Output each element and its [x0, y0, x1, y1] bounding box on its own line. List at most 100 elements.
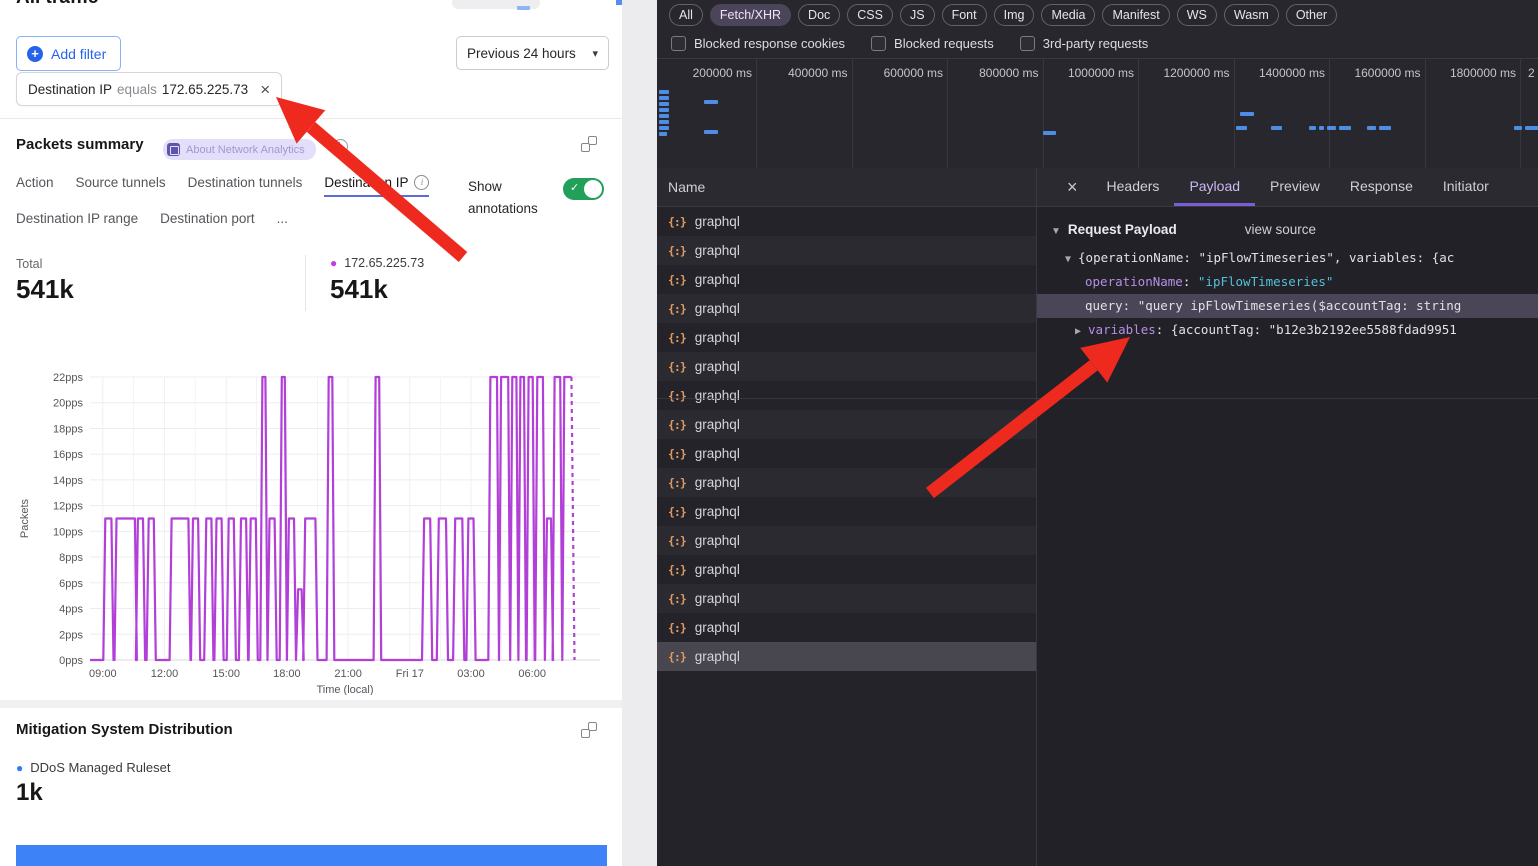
expand-card-icon[interactable] — [581, 722, 597, 738]
filter-chip[interactable]: Destination IP equals 172.65.225.73 × — [16, 72, 283, 106]
filter-pill-other[interactable]: Other — [1285, 3, 1338, 26]
filter-pill-fetch-xhr[interactable]: Fetch/XHR — [709, 3, 792, 26]
request-name: graphql — [694, 243, 740, 258]
payload-view: ▼ Request Payload view source ▼ {operationN… — [1037, 207, 1538, 866]
detail-tab-response[interactable]: Response — [1349, 177, 1413, 194]
network-request-row[interactable]: {:} graphql — [657, 584, 1036, 613]
tab-source-tunnels[interactable]: Source tunnels — [75, 175, 166, 190]
network-request-row[interactable]: {:} graphql — [657, 468, 1036, 497]
add-filter-label: Add filter — [51, 45, 107, 62]
checkbox-blocked-response-cookies[interactable]: Blocked response cookies — [671, 36, 845, 51]
network-request-row[interactable]: {:} graphql — [657, 207, 1036, 236]
payload-query-line[interactable]: query: "query ipFlowTimeseries($accountT… — [1037, 294, 1538, 318]
name-column-header[interactable]: Name — [657, 168, 1036, 207]
fetch-braces-icon: {:} — [668, 243, 687, 258]
fetch-braces-icon: {:} — [668, 446, 687, 461]
packets-timeseries-chart[interactable]: 0pps 2pps 4pps 6pps 8pps 10pps 12pps 14pps 16pps… — [0, 355, 622, 695]
filter-pill-ws[interactable]: WS — [1176, 3, 1217, 26]
waterfall-request-mark — [1240, 112, 1254, 116]
payload-summary-line[interactable]: ▼ {operationName: "ipFlowTimeseries", var… — [1065, 250, 1455, 265]
checkbox-icon[interactable] — [1019, 36, 1035, 51]
network-request-row[interactable]: {:} graphql — [657, 265, 1036, 294]
tab-destination-ip[interactable]: Destination IP i — [324, 175, 430, 197]
network-request-row[interactable]: {:} graphql — [657, 352, 1036, 381]
network-request-row[interactable]: {:} graphql — [657, 642, 1036, 671]
checkbox-blocked-requests[interactable]: Blocked requests — [871, 36, 994, 51]
timeline-tick-label: 1000000 ms — [1067, 66, 1134, 80]
payload-operation-line: operationName: "ipFlowTimeseries" — [1085, 274, 1334, 289]
info-icon[interactable]: i — [414, 175, 430, 190]
filter-pill-css[interactable]: CSS — [847, 3, 893, 26]
triangle-down-icon[interactable]: ▼ — [1051, 226, 1061, 237]
filter-pill-font[interactable]: Font — [941, 3, 987, 26]
tab-destination-tunnels[interactable]: Destination tunnels — [187, 175, 303, 190]
triangle-down-icon[interactable]: ▼ — [1065, 254, 1072, 265]
tab-action[interactable]: Action — [16, 175, 54, 190]
tab-destination-ip-range[interactable]: Destination IP range — [16, 211, 139, 226]
page-title-clipped: All traffic — [16, 0, 98, 9]
tab-destination-port[interactable]: Destination port — [160, 211, 255, 226]
stat-total-value: 541k — [16, 274, 74, 304]
network-request-row[interactable]: {:} graphql — [657, 410, 1036, 439]
request-name: graphql — [694, 272, 740, 287]
waterfall-request-mark — [1271, 126, 1282, 130]
waterfall-request-mark — [659, 126, 669, 130]
detail-tab-initiator[interactable]: Initiator — [1442, 177, 1489, 194]
filter-field: Destination IP — [28, 81, 113, 97]
timeline-gridline — [1138, 58, 1139, 168]
close-detail-icon[interactable]: × — [1067, 176, 1078, 197]
detail-tab-payload[interactable]: Payload — [1174, 168, 1256, 206]
checkbox-icon[interactable] — [671, 36, 686, 51]
waterfall-request-mark — [659, 102, 669, 106]
payload-variables-line[interactable]: ▶ variables: {accountTag: "b12e3b2192ee55… — [1075, 322, 1457, 337]
detail-tab-preview[interactable]: Preview — [1270, 177, 1320, 194]
request-name: graphql — [694, 504, 740, 519]
show-annotations-toggle[interactable]: ✓ — [563, 178, 604, 200]
remove-filter-icon[interactable]: × — [260, 79, 271, 99]
network-request-row[interactable]: {:} graphql — [657, 381, 1036, 410]
filter-pill-wasm[interactable]: Wasm — [1223, 3, 1279, 26]
filter-pill-doc[interactable]: Doc — [798, 3, 841, 26]
about-network-analytics-badge[interactable]: About Network Analytics — [163, 139, 316, 160]
timeline-gridline — [1042, 58, 1044, 168]
fetch-braces-icon: {:} — [668, 620, 687, 635]
triangle-right-icon[interactable]: ▶ — [1075, 326, 1082, 337]
network-request-row[interactable]: {:} graphql — [657, 236, 1036, 265]
request-name: graphql — [694, 388, 740, 403]
divider — [657, 398, 1538, 399]
add-filter-button[interactable]: + Add filter — [16, 36, 122, 71]
svg-text:14pps: 14pps — [53, 475, 83, 487]
filter-pill-js[interactable]: JS — [899, 3, 935, 26]
waterfall-request-mark — [1367, 126, 1376, 130]
filter-value: 172.65.225.73 — [161, 81, 249, 97]
filter-pill-img[interactable]: Img — [993, 3, 1035, 26]
network-request-row[interactable]: {:} graphql — [657, 613, 1036, 642]
checkbox-3rd-party-requests[interactable]: 3rd-party requests — [1019, 36, 1148, 51]
tab--[interactable]: ... — [276, 211, 288, 226]
checkbox-icon[interactable] — [871, 36, 887, 51]
stat-total-label: Total — [16, 257, 43, 271]
network-request-row[interactable]: {:} graphql — [657, 555, 1036, 584]
network-request-row[interactable]: {:} graphql — [657, 526, 1036, 555]
network-request-row[interactable]: {:} graphql — [657, 439, 1036, 468]
network-request-row[interactable]: {:} graphql — [657, 294, 1036, 323]
filter-pill-media[interactable]: Media — [1041, 3, 1096, 26]
network-request-row[interactable]: {:} graphql — [657, 323, 1036, 352]
request-name: graphql — [694, 649, 740, 664]
time-range-select[interactable]: Previous 24 hours ▾ — [456, 36, 609, 70]
filter-pill-all[interactable]: All — [669, 3, 703, 26]
network-request-row[interactable]: {:} graphql — [657, 497, 1036, 526]
waterfall-request-mark — [659, 90, 669, 94]
time-range-label: Previous 24 hours — [467, 45, 576, 61]
clock-icon — [333, 139, 348, 154]
svg-text:06:00: 06:00 — [518, 668, 546, 680]
filter-pill-manifest[interactable]: Manifest — [1102, 3, 1170, 26]
svg-text:Fri 17: Fri 17 — [396, 668, 424, 680]
timeline-tick-label: 800000 ms — [979, 66, 1039, 80]
mitigation-title: Mitigation System Distribution — [16, 721, 233, 738]
expand-card-icon[interactable] — [581, 136, 597, 152]
network-overview-timeline[interactable]: 200000 ms 400000 ms 600000 ms 800000 ms 1000… — [657, 58, 1538, 169]
detail-tab-headers[interactable]: Headers — [1106, 177, 1160, 194]
view-source-link[interactable]: view source — [1244, 222, 1316, 237]
